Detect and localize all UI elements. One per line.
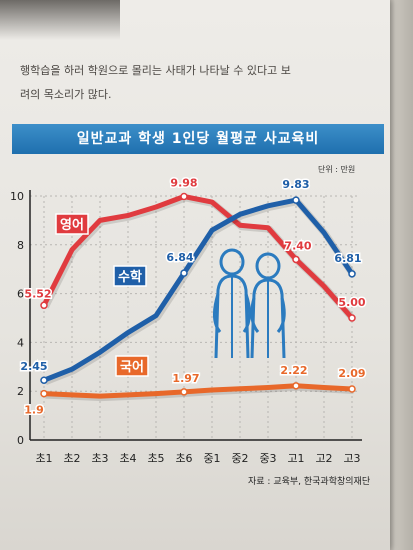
legend-label: 영어 xyxy=(60,217,84,233)
body-text-line-2: 려의 목소리가 많다. xyxy=(20,88,112,101)
x-tick-label: 초1 xyxy=(35,452,52,465)
data-label: 2.09 xyxy=(338,367,365,380)
data-point xyxy=(348,385,356,393)
legend-tag xyxy=(115,355,149,377)
unit-label: 단위 : 만원 xyxy=(318,165,356,174)
data-point xyxy=(40,301,48,310)
y-tick-label: 0 xyxy=(17,434,24,447)
data-label: 2.22 xyxy=(280,364,307,377)
book-page: 행학습을 하러 학원으로 몰리는 사태가 나타날 수 있다고 보 려의 목소리가… xyxy=(0,0,390,550)
x-tick-label: 고1 xyxy=(287,452,304,465)
data-point xyxy=(292,255,300,264)
data-point xyxy=(40,376,48,384)
x-tick-label: 초4 xyxy=(119,452,136,465)
data-label: 9.83 xyxy=(282,178,309,191)
chart-axes: 0 2 4 6 8 10 초1 초2 초3 초4 초5 초6 중1 중2 중3 고1 고2 고3 xyxy=(10,190,362,465)
y-tick-label: 6 xyxy=(17,288,24,301)
x-tick-label: 초6 xyxy=(175,452,192,465)
body-text-line-1: 행학습을 하러 학원으로 몰리는 사태가 나타날 수 있다고 보 xyxy=(20,64,291,77)
chart-title-bar: 일반교과 학생 1인당 월평균 사교육비 xyxy=(12,124,384,154)
data-label: 7.40 xyxy=(284,239,311,252)
data-point xyxy=(40,389,48,398)
data-point xyxy=(180,192,188,201)
data-point xyxy=(180,269,188,277)
legend-tag xyxy=(113,265,147,287)
page-shadow xyxy=(0,0,120,40)
source-label: 자료 : 교육부, 한국과학창의재단 xyxy=(248,477,371,487)
data-label: 1.97 xyxy=(172,372,199,385)
data-point xyxy=(292,196,300,204)
y-tick-label: 10 xyxy=(10,190,24,203)
data-label: 6.84 xyxy=(166,251,193,264)
legend-tag xyxy=(55,213,89,235)
data-point xyxy=(348,314,356,322)
x-tick-label: 중2 xyxy=(231,452,248,465)
legend-label: 국어 xyxy=(120,359,144,375)
legend-label: 수학 xyxy=(118,269,142,285)
series-line xyxy=(41,197,355,383)
series-line xyxy=(41,194,355,321)
x-tick-label: 고3 xyxy=(343,452,360,465)
x-tick-label: 중3 xyxy=(259,452,276,465)
x-tick-label: 초5 xyxy=(147,452,164,465)
x-tick-label: 초2 xyxy=(63,452,80,465)
data-label: 6.81 xyxy=(334,252,361,265)
x-tick-label: 고2 xyxy=(315,452,332,465)
data-point xyxy=(348,270,356,278)
y-tick-label: 8 xyxy=(17,239,24,252)
person-left-icon xyxy=(213,248,251,359)
y-tick-label: 2 xyxy=(17,385,24,398)
chart-title: 일반교과 학생 1인당 월평균 사교육비 xyxy=(76,131,320,147)
chart-series: 5.52 9.98 7.40 5.00 2.45 6.84 9.83 6.81 1.9 1.97 2… xyxy=(19,175,367,418)
data-label: 1.9 xyxy=(24,404,44,417)
data-label: 2.45 xyxy=(20,360,47,373)
data-label: 5.00 xyxy=(338,296,365,309)
data-label: 9.98 xyxy=(170,176,197,189)
person-right-icon xyxy=(250,252,286,359)
data-point xyxy=(180,388,188,396)
series-line xyxy=(41,383,355,399)
data-point xyxy=(292,382,300,390)
data-label: 5.52 xyxy=(24,287,51,300)
x-tick-label: 중1 xyxy=(203,452,220,465)
x-tick-label: 초3 xyxy=(91,452,108,465)
people-illustration xyxy=(213,248,286,359)
y-tick-label: 4 xyxy=(17,336,24,349)
